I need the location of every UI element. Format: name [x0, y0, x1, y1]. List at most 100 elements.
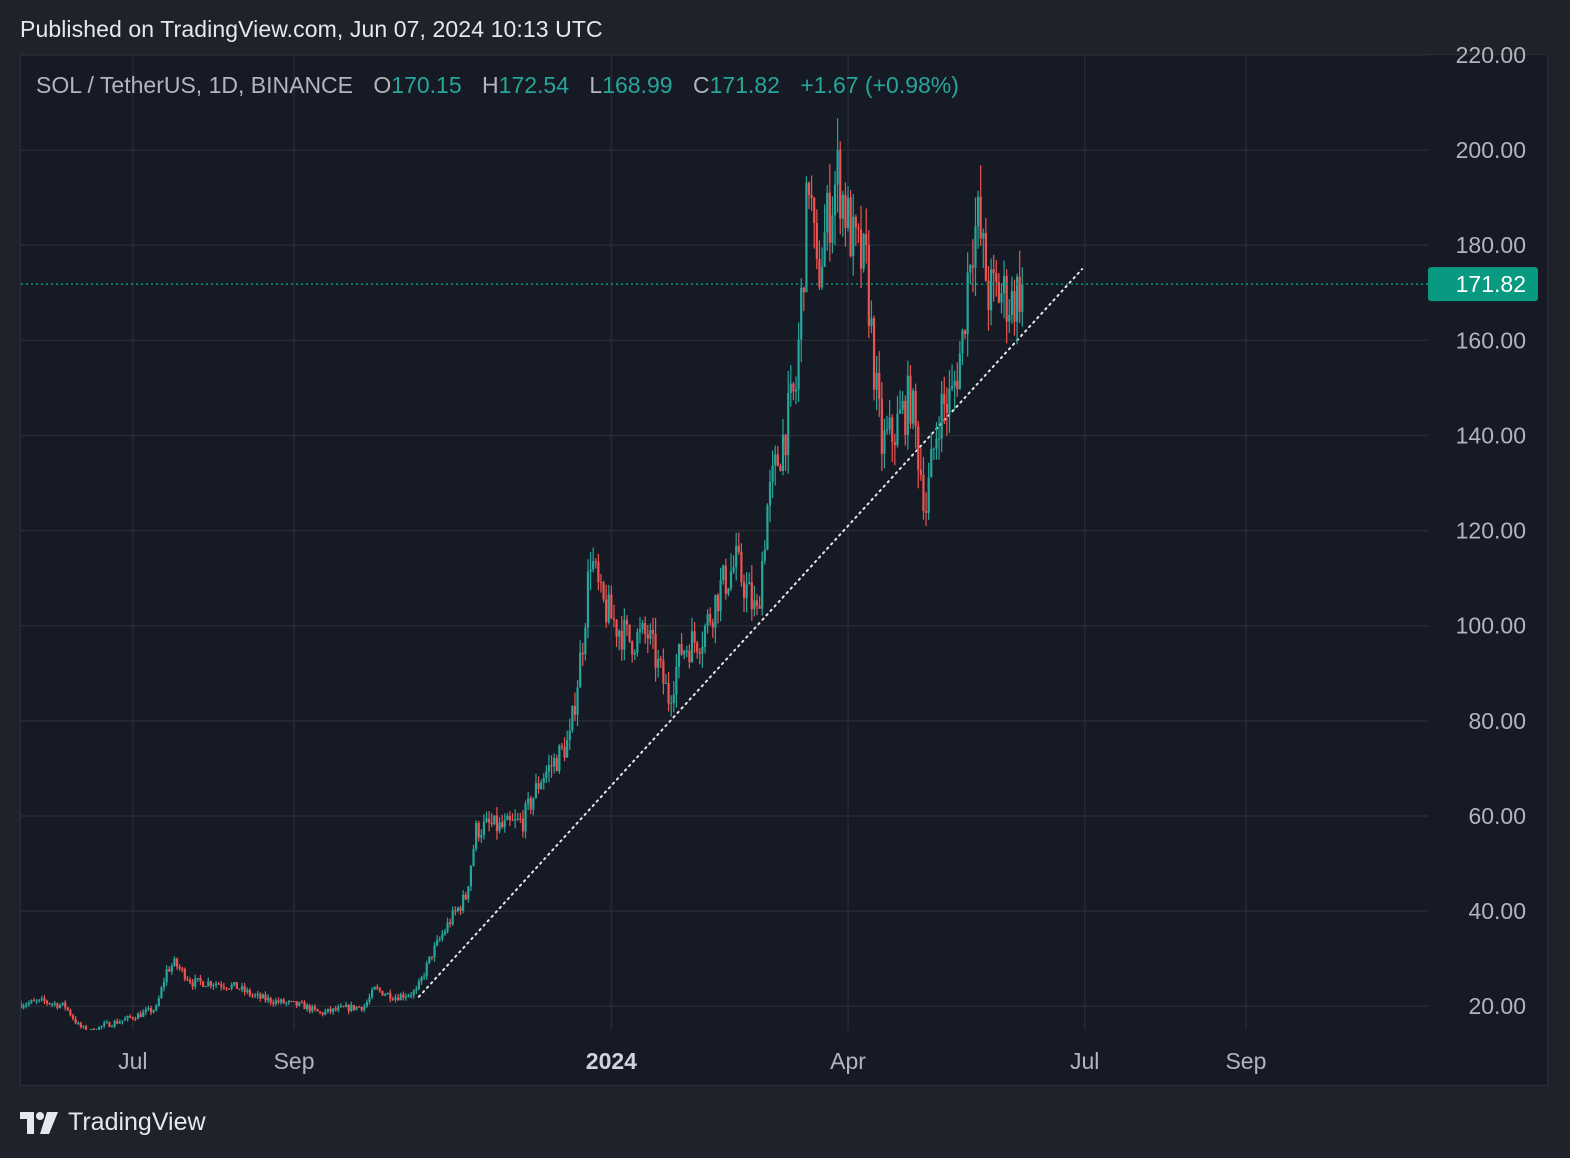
candle-body [971, 265, 974, 268]
candle-body [911, 390, 915, 424]
tradingview-wordmark: TradingView [68, 1108, 206, 1136]
high-value: 172.54 [498, 72, 570, 98]
x-tick-label: Jul [1070, 1048, 1099, 1074]
candle-body [854, 216, 857, 228]
candle-body [253, 995, 257, 997]
y-tick-label: 180.00 [1456, 232, 1526, 258]
candle-body [227, 988, 231, 990]
candle-body [625, 619, 629, 625]
candle-body [274, 1000, 277, 1005]
candle-body [209, 981, 212, 986]
candle-body [820, 266, 824, 288]
candle-body [849, 197, 852, 257]
candle-body [472, 848, 475, 866]
candle-body [815, 222, 818, 260]
candle-body [136, 1013, 140, 1020]
candle-body [446, 922, 449, 932]
candle-body [623, 619, 626, 650]
price-axis[interactable]: 220.00 200.00 180.00 160.00 140.00 120.00 100.… [1456, 42, 1526, 1019]
candle-body [992, 269, 995, 274]
candle-body [654, 633, 657, 668]
candle-body [27, 1002, 30, 1005]
candle-body [607, 594, 610, 623]
candle-body [693, 631, 696, 643]
candle-body [108, 1022, 111, 1027]
candle-body [696, 642, 699, 653]
candle-body [1018, 276, 1021, 312]
candle-body [540, 782, 543, 789]
candle-body [373, 986, 376, 990]
candle-body [308, 1005, 311, 1012]
candle-body [755, 600, 759, 606]
candle-body [649, 630, 652, 639]
candle-body [961, 330, 964, 354]
candle-body [753, 600, 756, 610]
candle-body [950, 386, 954, 389]
candle-body [1002, 275, 1006, 294]
chart-pane[interactable] [20, 54, 1548, 1086]
candle-body [303, 1002, 306, 1010]
candle-body [1021, 284, 1024, 312]
open-key: O [373, 72, 392, 98]
candle-body [40, 998, 43, 1000]
candle-body [901, 400, 904, 410]
candle-body [924, 511, 928, 513]
candle-body [503, 820, 506, 828]
candle-body [937, 438, 941, 440]
trendline-path[interactable] [417, 268, 1084, 998]
candle-body [376, 986, 379, 989]
candle-body [651, 630, 655, 634]
candle-body [441, 934, 444, 939]
candle-body [969, 265, 972, 273]
tradingview-logo[interactable]: TradingView [20, 1108, 206, 1137]
trendline[interactable] [417, 268, 1084, 998]
y-tick-label: 200.00 [1456, 137, 1526, 163]
candle-body [766, 505, 769, 550]
candle-body [521, 818, 525, 832]
candle-body [360, 1006, 363, 1010]
candle-body [61, 1002, 64, 1005]
candle-body [571, 706, 574, 731]
candle-body [714, 595, 717, 628]
candle-body [199, 978, 202, 982]
candle-body [709, 613, 712, 623]
candle-body [95, 1031, 97, 1032]
candle-body [259, 994, 262, 999]
y-tick-label: 140.00 [1456, 422, 1526, 448]
candle-body [238, 988, 241, 990]
candle-body [722, 565, 725, 581]
candle-body [386, 992, 389, 995]
candle-body [347, 1004, 350, 1012]
candle-body [810, 194, 813, 198]
candle-body [610, 594, 613, 619]
candle-body [750, 582, 753, 610]
candle-body [490, 822, 493, 825]
candle-body [805, 182, 808, 293]
candle-body [417, 981, 421, 990]
candle-body [378, 988, 382, 991]
candle-body [321, 1012, 324, 1015]
time-axis[interactable]: Jul Sep 2024 Apr Jul Sep [118, 1048, 1266, 1074]
candle-body [118, 1021, 121, 1024]
candle-body [917, 426, 920, 470]
candle-body [74, 1018, 77, 1024]
candle-body [688, 650, 691, 662]
candle-body [893, 442, 896, 446]
candle-body [735, 545, 738, 568]
candle-body [175, 958, 179, 967]
candle-body [423, 976, 426, 978]
candle-body [857, 227, 860, 230]
candle-body [181, 968, 184, 970]
candle-body [839, 150, 842, 219]
symbol-label[interactable]: SOL / TetherUS, 1D, BINANCE [36, 72, 354, 98]
candle-body [636, 632, 639, 653]
published-header: Published on TradingView.com, Jun 07, 20… [20, 16, 603, 42]
candle-body [58, 1004, 62, 1008]
candle-body [896, 413, 899, 446]
close-value: 171.82 [709, 72, 780, 98]
candle-body [680, 644, 683, 655]
candle-body [292, 1001, 296, 1003]
candle-body [984, 233, 987, 281]
candle-body [53, 1003, 56, 1005]
